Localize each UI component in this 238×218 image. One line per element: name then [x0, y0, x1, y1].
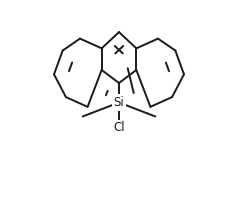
- Text: Si: Si: [114, 96, 124, 109]
- Text: Cl: Cl: [113, 121, 125, 134]
